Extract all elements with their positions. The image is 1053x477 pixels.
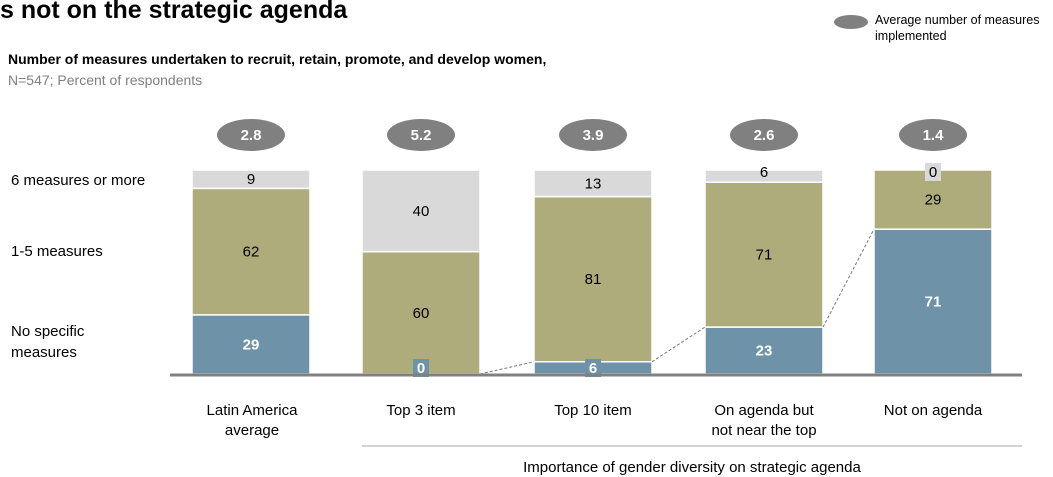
- average-value-label: 2.6: [754, 127, 775, 144]
- bar-segment: [533, 169, 653, 198]
- legend: Average number of measures implemented: [834, 12, 1053, 44]
- bar-value-label: 0: [929, 164, 937, 181]
- bar-value-label: 0: [417, 360, 425, 377]
- value-label-background: [925, 163, 941, 181]
- bar-segment: [361, 169, 481, 253]
- row-label: 1-5 measures: [11, 243, 103, 260]
- category-label: Top 10 item: [554, 402, 632, 419]
- average-ellipse: [899, 119, 967, 151]
- average-value-label: 3.9: [583, 127, 604, 144]
- bar-value-label: 60: [413, 305, 430, 322]
- bar-value-label: 29: [243, 336, 260, 353]
- bar-value-label: 71: [925, 294, 942, 311]
- bar-value-label: 29: [925, 192, 942, 209]
- x-axis-title: Importance of gender diversity on strate…: [523, 459, 861, 476]
- bar-value-label: 13: [585, 175, 602, 192]
- connector-line: [479, 361, 535, 375]
- connector-line: [651, 326, 706, 363]
- bar-segment: [873, 228, 993, 375]
- bar-segment: [704, 169, 824, 183]
- bar-value-label: 9: [247, 171, 255, 188]
- bar-segment: [361, 250, 481, 375]
- legend-ellipse-icon: [834, 15, 868, 29]
- bar-value-label: 6: [589, 360, 597, 377]
- average-value-label: 2.8: [241, 127, 262, 144]
- row-label: No specific measures: [11, 323, 85, 361]
- value-label-background: [585, 359, 601, 377]
- chart-title: s not on the strategic agenda: [0, 0, 348, 24]
- bar-segment: [191, 187, 311, 316]
- bar-value-label: 81: [585, 271, 602, 288]
- bar-segment: [704, 181, 824, 328]
- average-ellipse: [217, 119, 285, 151]
- bar-value-label: 40: [413, 203, 430, 220]
- bar-segment: [704, 326, 824, 375]
- bar-value-label: 6: [760, 164, 768, 181]
- connector-line: [822, 228, 875, 328]
- category-label: On agenda but not near the top: [711, 402, 816, 439]
- bar-segment: [191, 169, 311, 190]
- average-ellipse: [387, 119, 455, 151]
- legend-label: Average number of measures implemented: [875, 13, 1040, 43]
- average-ellipse: [559, 119, 627, 151]
- value-label-background: [413, 359, 429, 377]
- category-label: Latin America average: [207, 402, 299, 439]
- average-value-label: 1.4: [923, 127, 945, 144]
- category-label: Not on agenda: [884, 402, 983, 419]
- bar-value-label: 23: [756, 343, 773, 360]
- bar-value-label: 71: [756, 247, 773, 264]
- row-label: 6 measures or more: [11, 172, 145, 189]
- bar-value-label: 62: [243, 244, 260, 261]
- sample-note: N=547; Percent of respondents: [8, 72, 203, 88]
- bar-segment: [191, 314, 311, 375]
- average-value-label: 5.2: [411, 127, 432, 144]
- average-ellipse: [730, 119, 798, 151]
- chart-subtitle: Number of measures undertaken to recruit…: [8, 51, 547, 67]
- bar-segment: [533, 195, 653, 363]
- category-label: Top 3 item: [386, 402, 455, 419]
